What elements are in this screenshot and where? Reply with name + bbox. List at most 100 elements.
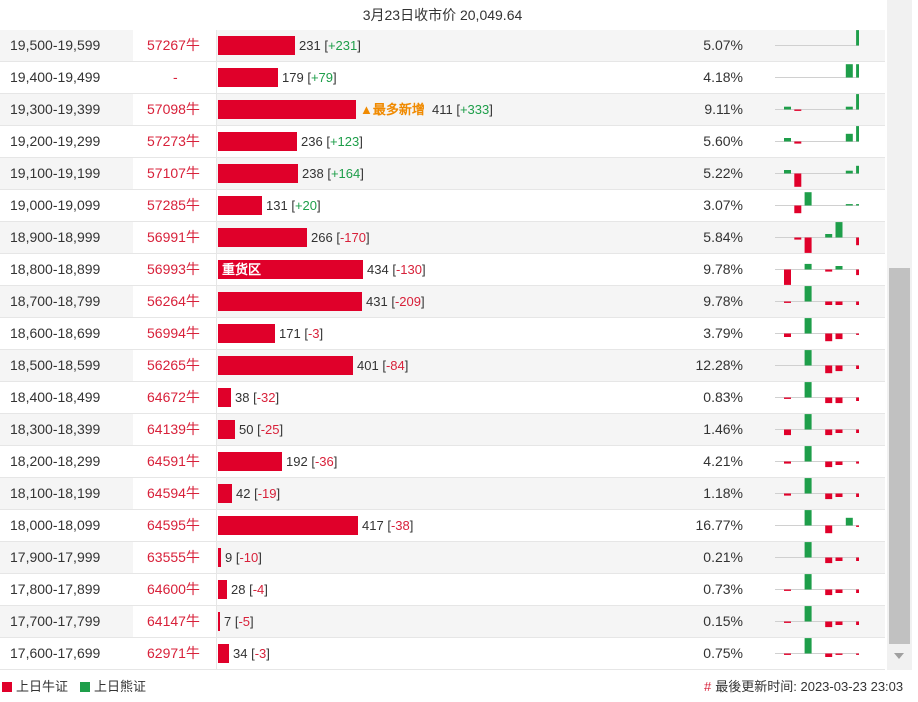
table-row[interactable]: 17,900-17,999 63555牛 9 [-10] 0.21% bbox=[0, 542, 885, 574]
count-change: -10 bbox=[239, 550, 259, 565]
certificate-code[interactable]: 56265牛 bbox=[147, 357, 200, 373]
volume-bar bbox=[218, 516, 358, 535]
hash-icon: # bbox=[704, 679, 712, 694]
bracket-close: ] bbox=[333, 70, 337, 85]
mini-bar bbox=[856, 653, 859, 655]
certificate-code[interactable]: 64672牛 bbox=[147, 389, 200, 405]
outstanding-count: 42 [-19] bbox=[236, 478, 280, 509]
table-row[interactable]: 18,500-18,599 56265牛 401 [-84] 12.28% bbox=[0, 350, 885, 382]
certificate-code[interactable]: 64600牛 bbox=[147, 581, 200, 597]
mini-bar bbox=[804, 192, 812, 206]
mini-bar bbox=[794, 109, 802, 111]
table-row[interactable]: 19,300-19,399 57098牛 ▲最多新增 411 [+333] 9.11% bbox=[0, 94, 885, 126]
certificate-code[interactable]: 57098牛 bbox=[147, 101, 200, 117]
certificate-code[interactable]: 57107牛 bbox=[147, 165, 200, 181]
certificate-code[interactable]: 57285牛 bbox=[147, 197, 200, 213]
bracket-open: [ bbox=[253, 390, 257, 405]
mini-history-chart bbox=[775, 94, 859, 111]
vertical-scrollbar[interactable] bbox=[887, 0, 912, 670]
code-cell: 57267牛 bbox=[133, 30, 217, 61]
count-change: +164 bbox=[330, 166, 361, 181]
strike-range: 19,500-19,599 bbox=[10, 37, 101, 53]
table-row[interactable]: 19,500-19,599 57267牛 231 [+231] 5.07% bbox=[0, 30, 885, 62]
volume-bar bbox=[218, 612, 220, 631]
scroll-down-arrow-icon[interactable] bbox=[894, 653, 904, 659]
volume-bar bbox=[218, 420, 235, 439]
bull-certificate-table: 19,500-19,599 57267牛 231 [+231] 5.07% 19,400… bbox=[0, 30, 885, 670]
count-value: 431 bbox=[366, 294, 392, 309]
table-row[interactable]: 18,200-18,299 64591牛 192 [-36] 4.21% bbox=[0, 446, 885, 478]
mini-bar bbox=[856, 365, 859, 369]
certificate-code[interactable]: 62971牛 bbox=[147, 645, 200, 661]
certificate-code[interactable]: 64591牛 bbox=[147, 453, 200, 469]
table-row[interactable]: 17,700-17,799 64147牛 7 [-5] 0.15% bbox=[0, 606, 885, 638]
most-added-tag: ▲最多新增 bbox=[360, 102, 425, 117]
scrollbar-thumb[interactable] bbox=[889, 268, 910, 644]
certificate-code[interactable]: 57267牛 bbox=[147, 37, 200, 53]
count-change: -170 bbox=[339, 230, 366, 245]
legend-bear: 上日熊证 bbox=[80, 672, 146, 702]
bracket-open: [ bbox=[307, 70, 311, 85]
strike-range: 17,800-17,899 bbox=[10, 581, 101, 597]
table-row[interactable]: 18,000-18,099 64595牛 417 [-38] 16.77% bbox=[0, 510, 885, 542]
count-change: -3 bbox=[254, 646, 267, 661]
table-row[interactable]: 17,800-17,899 64600牛 28 [-4] 0.73% bbox=[0, 574, 885, 606]
table-row[interactable]: 19,100-19,199 57107牛 238 [+164] 5.22% bbox=[0, 158, 885, 190]
count-value: 236 bbox=[301, 134, 327, 149]
bracket-close: ] bbox=[319, 326, 324, 341]
certificate-code[interactable]: 56991牛 bbox=[147, 229, 200, 245]
strike-range: 18,900-18,999 bbox=[10, 229, 101, 245]
table-row[interactable]: 17,600-17,699 62971牛 34 [-3] 0.75% bbox=[0, 638, 885, 670]
mini-bar bbox=[825, 461, 833, 468]
table-row[interactable]: 18,600-18,699 56994牛 171 [-3] 3.79% bbox=[0, 318, 885, 350]
certificate-code[interactable]: 64139牛 bbox=[147, 421, 200, 437]
table-row[interactable]: 18,900-18,999 56991牛 266 [-170] 5.84% bbox=[0, 222, 885, 254]
bracket-open: [ bbox=[291, 198, 295, 213]
certificate-code[interactable]: 57273牛 bbox=[147, 133, 200, 149]
mini-history-chart bbox=[775, 64, 859, 78]
count-change: -209 bbox=[394, 294, 421, 309]
outstanding-count: 179 [+79] bbox=[282, 62, 337, 93]
table-row[interactable]: 18,400-18,499 64672牛 38 [-32] 0.83% bbox=[0, 382, 885, 414]
mini-bar bbox=[794, 141, 802, 144]
bracket-close: ] bbox=[264, 582, 268, 597]
count-value: 38 bbox=[235, 390, 254, 405]
mini-bar bbox=[856, 461, 859, 464]
table-row[interactable]: 18,100-18,199 64594牛 42 [-19] 1.18% bbox=[0, 478, 885, 510]
mini-bar bbox=[845, 517, 853, 526]
mini-bar bbox=[856, 557, 859, 561]
share-percent: 9.11% bbox=[704, 101, 743, 117]
table-row[interactable]: 19,000-19,099 57285牛 131 [+20] 3.07% bbox=[0, 190, 885, 222]
mini-bar bbox=[804, 263, 812, 270]
certificate-code[interactable]: 63555牛 bbox=[147, 549, 200, 565]
mini-bar bbox=[794, 173, 802, 187]
mini-history-chart bbox=[775, 446, 859, 468]
certificate-code[interactable]: 64594牛 bbox=[147, 485, 200, 501]
count-change: +20 bbox=[294, 198, 317, 213]
bracket-open: [ bbox=[311, 454, 315, 469]
certificate-code[interactable]: 64147牛 bbox=[147, 613, 200, 629]
table-row[interactable]: 19,400-19,499 - 179 [+79] 4.18% bbox=[0, 62, 885, 94]
volume-bar bbox=[218, 68, 278, 87]
certificate-code[interactable]: 64595牛 bbox=[147, 517, 200, 533]
table-row[interactable]: 18,300-18,399 64139牛 50 [-25] 1.46% bbox=[0, 414, 885, 446]
share-percent: 1.18% bbox=[703, 485, 743, 501]
strike-range: 18,000-18,099 bbox=[10, 517, 101, 533]
outstanding-count: 431 [-209] bbox=[366, 286, 425, 317]
share-percent: 5.07% bbox=[703, 37, 743, 53]
bracket-close: ] bbox=[359, 134, 363, 149]
outstanding-count: 131 [+20] bbox=[266, 190, 321, 221]
count-change: -84 bbox=[385, 358, 405, 373]
table-row[interactable]: 19,200-19,299 57273牛 236 [+123] 5.60% bbox=[0, 126, 885, 158]
certificate-code[interactable]: 56994牛 bbox=[147, 325, 200, 341]
certificate-code[interactable]: 56264牛 bbox=[147, 293, 200, 309]
mini-bar bbox=[856, 204, 859, 206]
bracket-close: ] bbox=[258, 550, 262, 565]
bracket-open: [ bbox=[234, 614, 239, 629]
certificate-code[interactable]: - bbox=[173, 69, 178, 85]
table-row[interactable]: 18,700-18,799 56264牛 431 [-209] 9.78% bbox=[0, 286, 885, 318]
table-row[interactable]: 18,800-18,899 56993牛 重货区 434 [-130] 9.78% bbox=[0, 254, 885, 286]
mini-bar bbox=[804, 542, 812, 558]
certificate-code[interactable]: 56993牛 bbox=[147, 261, 200, 277]
mini-bar bbox=[835, 266, 843, 270]
